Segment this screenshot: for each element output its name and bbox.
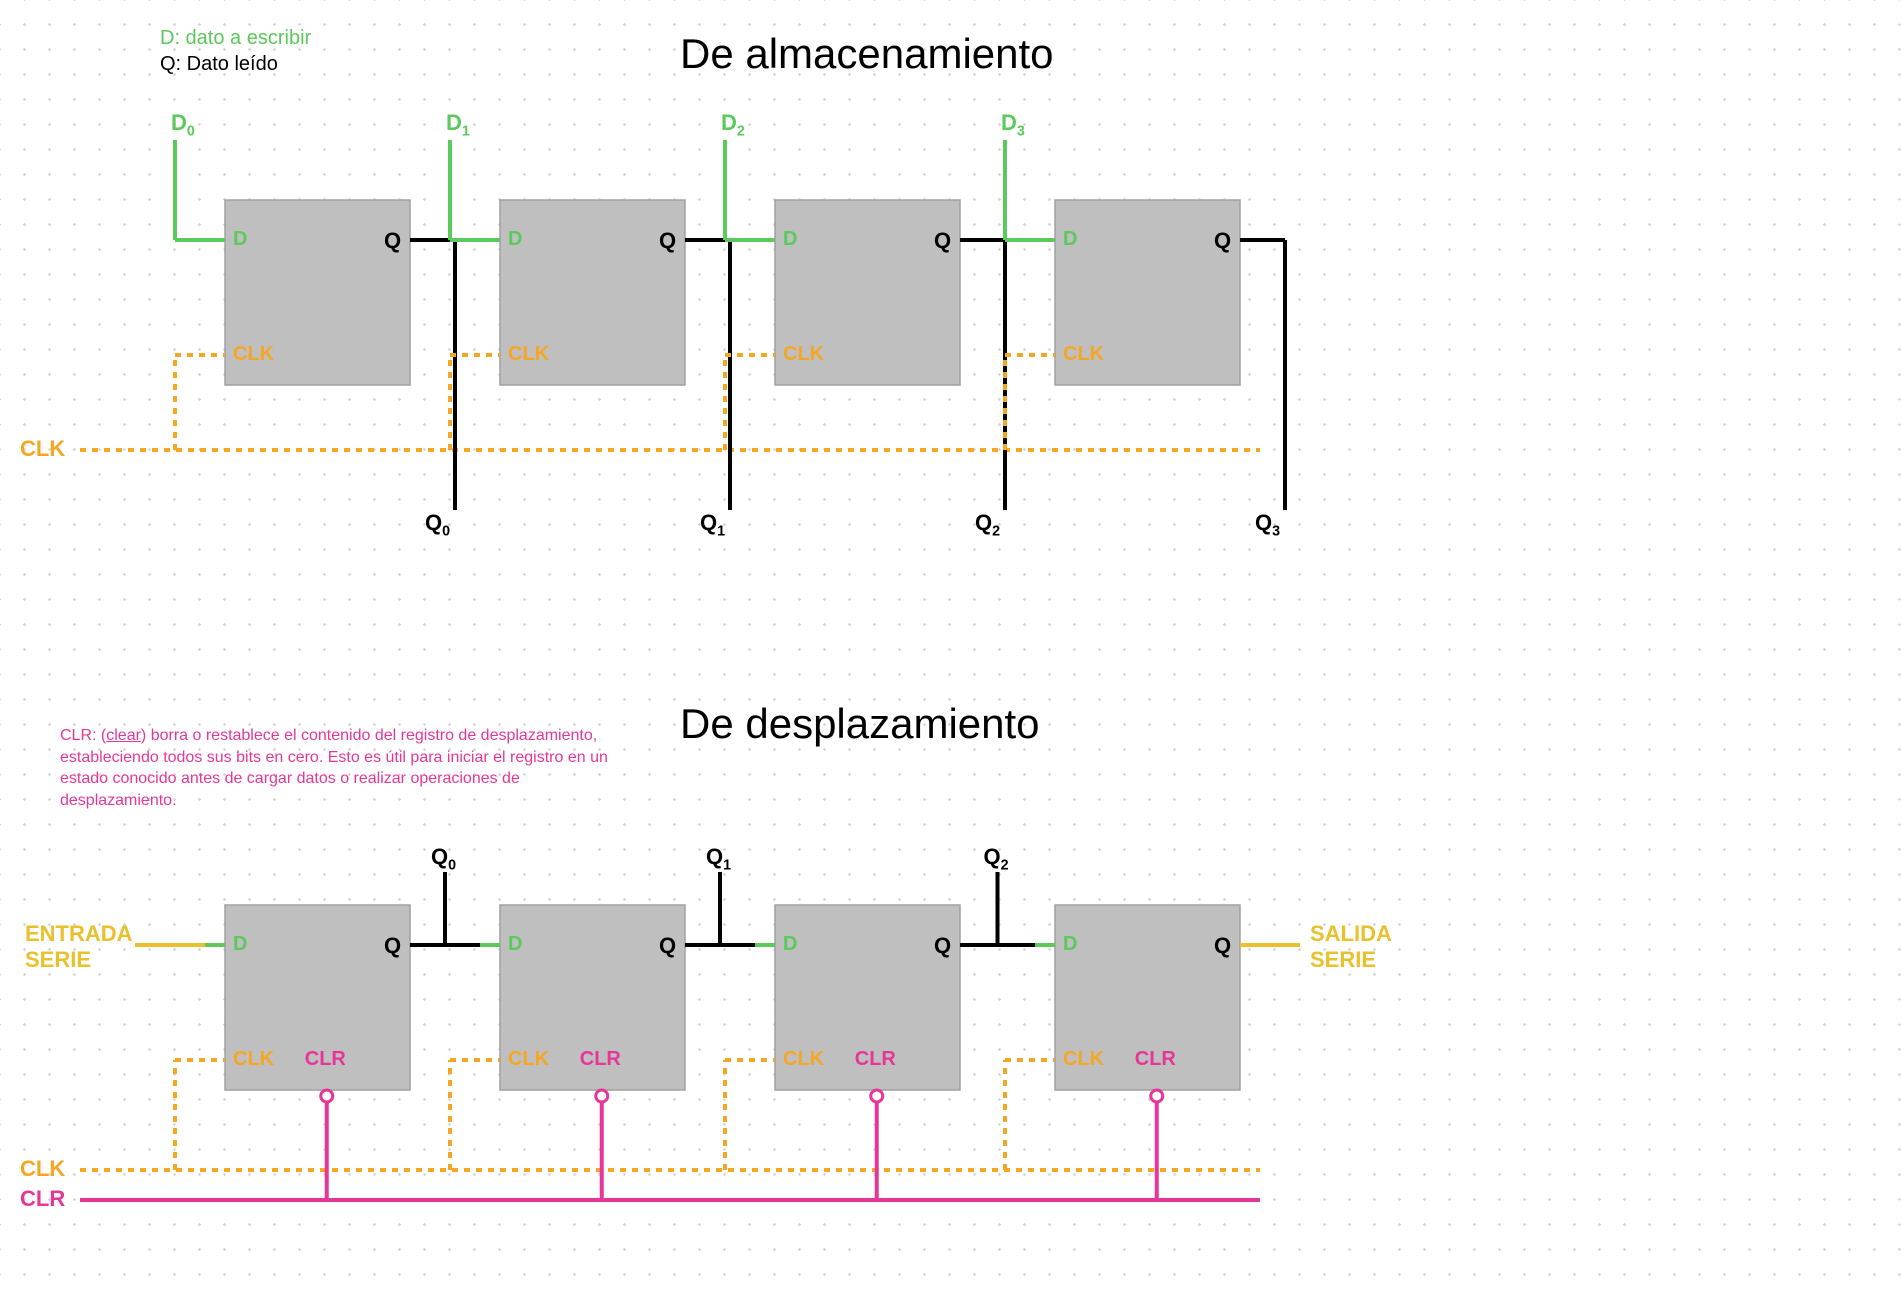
storage-q-port-3: Q xyxy=(1214,228,1231,254)
salida-serie-label: SALIDASERIE xyxy=(1310,921,1392,973)
storage-clk-port-0: CLK xyxy=(233,343,274,366)
storage-q-out-0: Q0 xyxy=(425,510,450,539)
clr-note: CLR: (clear) borra o restablece el conte… xyxy=(60,725,620,811)
shift-clk-bus-label: CLK xyxy=(20,1156,65,1182)
label-layer: De almacenamiento De desplazamiento D: dat… xyxy=(0,0,1901,1289)
shift-q-port-3: Q xyxy=(1214,933,1231,959)
storage-d-port-0: D xyxy=(233,228,247,251)
storage-q-out-2: Q2 xyxy=(975,510,1000,539)
storage-d-port-3: D xyxy=(1063,228,1077,251)
shift-d-port-0: D xyxy=(233,933,247,956)
shift-q-tap-0: Q0 xyxy=(431,844,456,873)
title-shift: De desplazamiento xyxy=(680,700,1040,748)
storage-d-in-3: D3 xyxy=(1001,110,1025,139)
storage-q-out-1: Q1 xyxy=(700,510,725,539)
shift-q-tap-1: Q1 xyxy=(706,844,731,873)
shift-clr-bus-label: CLR xyxy=(20,1186,65,1212)
shift-d-port-3: D xyxy=(1063,933,1077,956)
storage-d-port-1: D xyxy=(508,228,522,251)
storage-clk-bus-label: CLK xyxy=(20,436,65,462)
storage-clk-port-2: CLK xyxy=(783,343,824,366)
storage-q-port-0: Q xyxy=(384,228,401,254)
shift-q-port-0: Q xyxy=(384,933,401,959)
storage-d-in-1: D1 xyxy=(446,110,470,139)
storage-clk-port-1: CLK xyxy=(508,343,549,366)
shift-q-tap-2: Q2 xyxy=(984,844,1009,873)
shift-clk-port-2: CLK xyxy=(783,1048,824,1071)
shift-q-port-1: Q xyxy=(659,933,676,959)
storage-d-in-0: D0 xyxy=(171,110,195,139)
shift-clr-port-3: CLR xyxy=(1135,1048,1176,1071)
shift-q-port-2: Q xyxy=(934,933,951,959)
title-storage: De almacenamiento xyxy=(680,30,1054,78)
shift-d-port-1: D xyxy=(508,933,522,956)
shift-clr-port-1: CLR xyxy=(580,1048,621,1071)
storage-d-port-2: D xyxy=(783,228,797,251)
storage-d-in-2: D2 xyxy=(721,110,745,139)
storage-clk-port-3: CLK xyxy=(1063,343,1104,366)
shift-d-port-2: D xyxy=(783,933,797,956)
shift-clk-port-1: CLK xyxy=(508,1048,549,1071)
shift-clr-port-0: CLR xyxy=(305,1048,346,1071)
entrada-serie-label: ENTRADASERIE xyxy=(25,921,133,973)
shift-clk-port-3: CLK xyxy=(1063,1048,1104,1071)
storage-q-port-1: Q xyxy=(659,228,676,254)
legend: D: dato a escribirQ: Dato leído xyxy=(160,25,311,77)
shift-clk-port-0: CLK xyxy=(233,1048,274,1071)
storage-q-out-3: Q3 xyxy=(1255,510,1280,539)
shift-clr-port-2: CLR xyxy=(855,1048,896,1071)
storage-q-port-2: Q xyxy=(934,228,951,254)
